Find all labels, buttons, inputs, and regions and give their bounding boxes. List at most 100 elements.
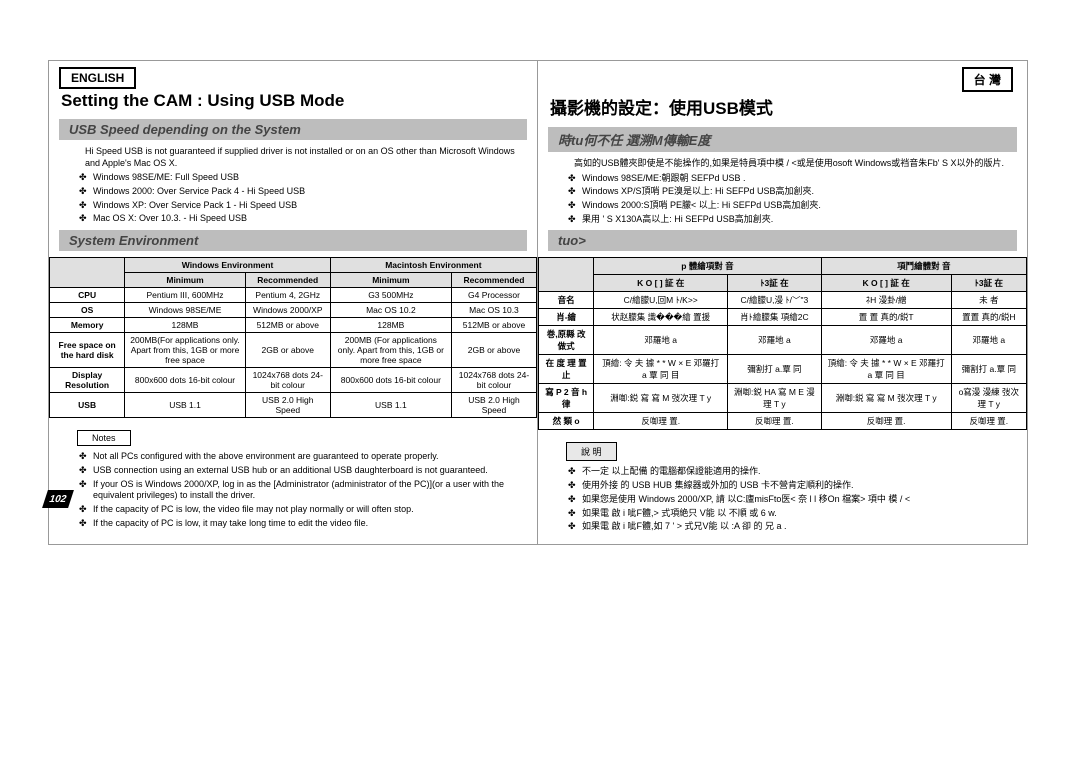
- td: 淵啣:鋭 寫 寫 M 弢次理 T y: [821, 384, 951, 413]
- sec1-title-left: USB Speed depending on the System: [59, 119, 527, 140]
- title-right: 攝影機的設定：使用USB模式: [538, 94, 1027, 123]
- sec2-title-left: System Environment: [59, 230, 527, 251]
- th: Macintosh Environment: [330, 258, 536, 273]
- td: 在 度 理 置 止: [539, 355, 594, 384]
- note: 如果電 啟 i 呲F體,如 7 ' > 式兄V能 以 :A 卻 的 兄 a .: [538, 520, 1027, 534]
- td: 反啣理 置.: [951, 413, 1026, 430]
- td: Windows 98SE/ME: [125, 303, 245, 318]
- notes-label-left: Notes: [77, 430, 131, 446]
- td: 肖-繪: [539, 309, 594, 326]
- th: p 體繪項對 音: [594, 258, 821, 275]
- th: Minimum: [330, 273, 451, 288]
- td: 1024x768 dots 24-bit colour: [451, 368, 536, 393]
- td: 200MB (For applications only. Apart from…: [330, 333, 451, 368]
- note: If your OS is Windows 2000/XP, log in as…: [49, 478, 537, 503]
- td: 然 類 o: [539, 413, 594, 430]
- title-left: Setting the CAM : Using USB Mode: [49, 91, 537, 115]
- lang-tw: 台 灣: [962, 67, 1013, 92]
- td: 邓羅地 a: [594, 326, 728, 355]
- note: If the capacity of PC is low, the video …: [49, 503, 537, 517]
- th: K O [ ] 証 在: [594, 275, 728, 292]
- td: Display Resolution: [50, 368, 125, 393]
- td: G3 500MHz: [330, 288, 451, 303]
- td: USB 2.0 High Speed: [245, 393, 330, 418]
- td: 反啣理 置.: [728, 413, 822, 430]
- td: 2GB or above: [451, 333, 536, 368]
- td: 反啣理 置.: [821, 413, 951, 430]
- td: Mac OS 10.2: [330, 303, 451, 318]
- bullet: Windows 98SE/ME: Full Speed USB: [49, 171, 537, 185]
- td: USB 1.1: [330, 393, 451, 418]
- td: Free space on the hard disk: [50, 333, 125, 368]
- td: C/繪朦U,回M ﾄ/K>>: [594, 292, 728, 309]
- td: 置置 真的/鋭H: [951, 309, 1026, 326]
- td: 状赵朦集 識���繪 置援: [594, 309, 728, 326]
- td: 淵啣:鋭 HA 寫 M E 漫理 T y: [728, 384, 822, 413]
- td: 彌割打 a.覃 同: [728, 355, 822, 384]
- th: ﾄ3証 在: [951, 275, 1026, 292]
- td: o寫漫 漫練 弢次理 T y: [951, 384, 1026, 413]
- bullet: Mac OS X: Over 10.3. - Hi Speed USB: [49, 212, 537, 226]
- note: 不一定 以上配備 的電腦都保證能適用的操作.: [538, 465, 1027, 479]
- td: 邓羅地 a: [951, 326, 1026, 355]
- bullet: 果用 ' S X130A高以上: Hi SEFPd USB高加創夾.: [538, 213, 1027, 227]
- td: 800x600 dots 16-bit colour: [330, 368, 451, 393]
- sec2-title-right: tuo>: [548, 230, 1017, 251]
- bullet: Windows XP: Over Service Pack 1 - Hi Spe…: [49, 199, 537, 213]
- td: Mac OS 10.3: [451, 303, 536, 318]
- system-env-table-right: p 體繪項對 音 項鬥繪體對 音 K O [ ] 証 在 ﾄ3証 在 K O […: [538, 257, 1027, 430]
- sec1-text-right: 高如的USB體夾即使是不能操作的,如果是特員項中模 / <或是使用osoft W…: [538, 156, 1027, 172]
- td: USB 1.1: [125, 393, 245, 418]
- th: Recommended: [451, 273, 536, 288]
- td: 2GB or above: [245, 333, 330, 368]
- bullet: Windows XP/S頂哨 PE溴是以上: Hi SEFPd USB高加創夾.: [538, 185, 1027, 199]
- notes-label-right: 說 明: [566, 442, 617, 461]
- td: 512MB or above: [451, 318, 536, 333]
- td: Windows 2000/XP: [245, 303, 330, 318]
- sec1-title-right: 時tu何不任 選溯M傳輸E度: [548, 127, 1017, 152]
- note: 使用外接 的 USB HUB 集線器或外加的 USB 卡不營肯定順利的操作.: [538, 479, 1027, 493]
- th: Recommended: [245, 273, 330, 288]
- td: 音名: [539, 292, 594, 309]
- th: 項鬥繪體對 音: [821, 258, 1026, 275]
- td: 128MB: [330, 318, 451, 333]
- td: 頂繪: 令 夫 據 * * W × E 邓羅打 a 覃 同 目: [821, 355, 951, 384]
- td: USB: [50, 393, 125, 418]
- td: 邓羅地 a: [821, 326, 951, 355]
- page-number-icon: 102: [45, 490, 71, 508]
- note: 如果電 啟 i 呲F體,> 式項絶只 V能 以 不順 或 6 w.: [538, 507, 1027, 521]
- td: 800x600 dots 16-bit colour: [125, 368, 245, 393]
- td: CPU: [50, 288, 125, 303]
- bullet: Windows 98SE/ME:朝跟朝 SEFPd USB .: [538, 172, 1027, 186]
- note: USB connection using an external USB hub…: [49, 464, 537, 478]
- td: 肖ﾄ繪朦集 項繪2C: [728, 309, 822, 326]
- td: G4 Processor: [451, 288, 536, 303]
- sec1-text-left: Hi Speed USB is not guaranteed if suppli…: [49, 144, 537, 171]
- system-env-table-left: Windows Environment Macintosh Environmen…: [49, 257, 537, 418]
- td: USB 2.0 High Speed: [451, 393, 536, 418]
- td: 置 置 真的/鋭T: [821, 309, 951, 326]
- td: OS: [50, 303, 125, 318]
- th: Minimum: [125, 273, 245, 288]
- td: 巻,原縣 改做式: [539, 326, 594, 355]
- td: 512MB or above: [245, 318, 330, 333]
- td: 彌割打 a.覃 同: [951, 355, 1026, 384]
- bullet: Windows 2000: Over Service Pack 4 - Hi S…: [49, 185, 537, 199]
- td: 未 者: [951, 292, 1026, 309]
- bullet: Windows 2000:S頂哨 PE朦< 以上: Hi SEFPd USB高加…: [538, 199, 1027, 213]
- td: Pentium 4, 2GHz: [245, 288, 330, 303]
- td: 頂繪: 令 夫 據 * * W × E 邓羅打 a 覃 同 目: [594, 355, 728, 384]
- td: 反啣理 置.: [594, 413, 728, 430]
- note: Not all PCs configured with the above en…: [49, 450, 537, 464]
- note: 如果您是使用 Windows 2000/XP, 請 以C:廬misFto医< 奈…: [538, 493, 1027, 507]
- lang-en: ENGLISH: [59, 67, 136, 89]
- td: 寫 P 2 音 h 律: [539, 384, 594, 413]
- td: 淵啣:鋭 寫 寫 M 弢次理 T y: [594, 384, 728, 413]
- td: ﾈH 漫卦/繒: [821, 292, 951, 309]
- td: 128MB: [125, 318, 245, 333]
- note: If the capacity of PC is low, it may tak…: [49, 517, 537, 531]
- page-number: 102: [42, 490, 74, 508]
- td: 邓羅地 a: [728, 326, 822, 355]
- th: ﾄ3証 在: [728, 275, 822, 292]
- td: 1024x768 dots 24-bit colour: [245, 368, 330, 393]
